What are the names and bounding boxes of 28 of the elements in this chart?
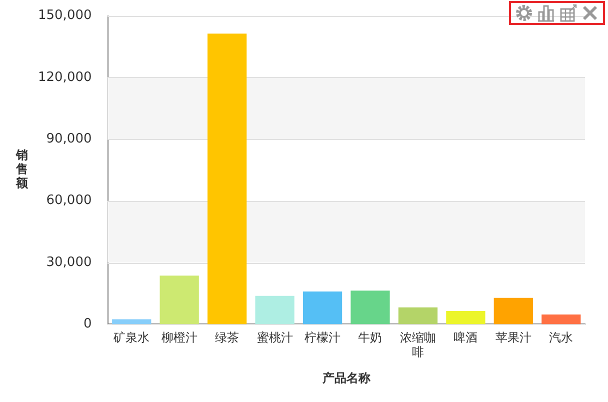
bar [542,314,581,324]
x-tick-label: 绿茶 [215,330,240,345]
bar [208,34,247,324]
bar [160,276,199,324]
x-tick-label: 汽水 [549,330,574,345]
bar [302,292,342,324]
bar [350,290,390,324]
bar [446,311,486,324]
x-tick-label: 矿泉水 [112,330,150,345]
x-tick-label: 浓缩咖啡 [400,330,436,359]
x-axis-title: 产品名称 [321,371,372,386]
y-tick-label: 150,000 [38,8,92,24]
x-tick-label: 啤酒 [454,330,478,345]
x-tick-label: 牛奶 [358,330,382,345]
y-tick-label: 30,000 [46,254,92,270]
bar [112,319,152,324]
x-tick-label: 柳橙汁 [161,330,198,345]
x-tick-label: 柠檬汁 [304,330,341,345]
y-tick-label: 90,000 [46,132,92,147]
x-tick-label: 苹果汁 [495,330,532,345]
bar [255,296,294,324]
y-tick-label: 120,000 [38,70,92,85]
y-tick-label: 0 [83,316,92,332]
y-tick-label: 60,000 [46,193,92,208]
bar [398,307,438,324]
bar [494,298,533,324]
y-axis-title: 销售额 [15,148,29,190]
x-tick-label: 蜜桃汁 [256,330,293,345]
